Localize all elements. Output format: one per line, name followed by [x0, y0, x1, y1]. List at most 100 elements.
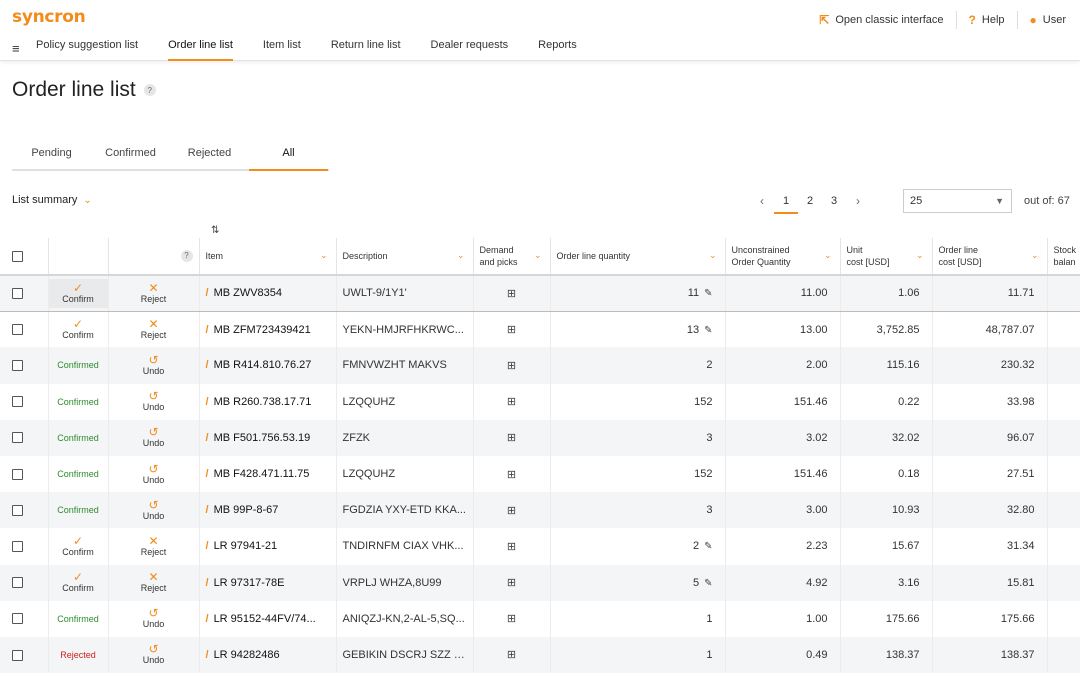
tab-all[interactable]: All	[249, 137, 328, 171]
col-stock-balance[interactable]: Stock balan	[1047, 238, 1080, 276]
nav-dealer-requests[interactable]: Dealer requests	[430, 39, 509, 51]
tab-pending[interactable]: Pending	[31, 147, 72, 159]
chevron-down-icon[interactable]: ⌄	[533, 250, 542, 260]
hamburger-menu-icon[interactable]: ≡	[12, 41, 20, 56]
undo-button[interactable]: ↺ Undo	[115, 426, 193, 449]
undo-button[interactable]: ↺ Undo	[115, 463, 193, 486]
confirm-button[interactable]: ✓ Confirm	[55, 318, 102, 341]
chevron-down-icon[interactable]: ⌄	[319, 250, 328, 260]
table-row[interactable]: Confirmed ↺ Undo / MB R414.810.76.27 FMNVWZHT…	[0, 347, 1080, 384]
table-grid-icon[interactable]: ⊞	[506, 613, 517, 626]
row-checkbox[interactable]	[12, 504, 23, 516]
item-cell[interactable]: / MB R414.810.76.27	[199, 347, 337, 384]
undo-button[interactable]: ↺ Undo	[115, 354, 193, 377]
table-row[interactable]: ✓ Confirm ✕ Reject / MB ZFM723439421 YEKN-HMJR…	[0, 311, 1080, 348]
item-cell[interactable]: / LR 95152-44FV/74...	[199, 600, 337, 637]
prev-page-icon[interactable]: ‹	[760, 194, 764, 208]
page-3[interactable]: 3	[830, 195, 838, 207]
row-checkbox[interactable]	[12, 468, 23, 480]
col-order-line-quantity[interactable]: Order line quantity ⌄	[550, 238, 726, 276]
table-grid-icon[interactable]: ⊞	[506, 504, 517, 517]
nav-policy-suggestion-list[interactable]: Policy suggestion list	[36, 39, 139, 51]
item-cell[interactable]: / MB R260.738.17.71	[199, 383, 337, 420]
table-row[interactable]: Confirmed ↺ Undo / MB F428.471.11.75 LZQQUHZ ⊞…	[0, 455, 1080, 493]
list-summary-toggle[interactable]: List summary ⌄	[12, 194, 92, 206]
table-row[interactable]: Confirmed ↺ Undo / MB 99P-8-67 FGDZIA YXY-ETD…	[0, 492, 1080, 529]
row-checkbox[interactable]	[12, 360, 23, 372]
tab-confirmed[interactable]: Confirmed	[105, 147, 156, 159]
tab-rejected[interactable]: Rejected	[187, 147, 232, 159]
item-cell[interactable]: / MB F428.471.11.75	[199, 455, 337, 493]
row-checkbox[interactable]	[12, 577, 23, 589]
nav-order-line-list[interactable]: Order line list	[168, 34, 233, 61]
col-unit-cost[interactable]: Unit cost [USD] ⌄	[840, 238, 933, 276]
reject-button[interactable]: ✕ Reject	[115, 571, 193, 594]
chevron-down-icon[interactable]: ⌄	[1030, 250, 1039, 260]
chevron-down-icon[interactable]: ⌄	[823, 250, 832, 260]
page-1[interactable]: 1	[774, 190, 798, 214]
table-row[interactable]: Confirmed ↺ Undo / MB R260.738.17.71 LZQQUHZ ⊞…	[0, 383, 1080, 420]
select-all-checkbox[interactable]	[12, 251, 23, 263]
reject-button[interactable]: ✕ Reject	[115, 318, 193, 341]
chevron-down-icon[interactable]: ⌄	[456, 250, 465, 260]
table-grid-icon[interactable]: ⊞	[506, 396, 517, 409]
syncron-logo[interactable]: syncron	[12, 7, 86, 27]
table-row[interactable]: ✓ Confirm ✕ Reject / MB ZWV8354 UWLT-9/1Y1' ⊞ 11…	[0, 275, 1080, 312]
row-checkbox[interactable]	[12, 649, 23, 661]
col-description[interactable]: Description ⌄	[336, 238, 474, 276]
page-2[interactable]: 2	[806, 195, 814, 207]
confirm-button[interactable]: ✓ Confirm	[55, 571, 102, 594]
item-cell[interactable]: / MB ZWV8354	[199, 275, 337, 312]
table-row[interactable]: ✓ Confirm ✕ Reject / LR 97317-78E VRPLJ WHZA,8…	[0, 564, 1080, 601]
row-checkbox[interactable]	[12, 541, 23, 552]
edit-pencil-icon[interactable]: ✎	[704, 577, 713, 589]
reject-button[interactable]: ✕ Reject	[115, 282, 193, 305]
col-item[interactable]: Item ⌄	[199, 238, 337, 276]
open-classic-link[interactable]: ⇱ Open classic interface	[807, 13, 955, 27]
user-menu[interactable]: ● User	[1018, 13, 1066, 27]
edit-pencil-icon[interactable]: ✎	[704, 288, 713, 300]
help-circle-icon[interactable]: ?	[180, 250, 193, 262]
table-grid-icon[interactable]: ⊞	[506, 540, 517, 553]
row-checkbox[interactable]	[12, 432, 23, 444]
item-cell[interactable]: / LR 97941-21	[199, 528, 337, 565]
rows-per-page-select[interactable]: 25 ▼	[903, 189, 1012, 213]
row-checkbox[interactable]	[12, 324, 23, 336]
item-cell[interactable]: / LR 94282486	[199, 636, 337, 674]
table-grid-icon[interactable]: ⊞	[506, 468, 517, 481]
undo-button[interactable]: ↺ Undo	[115, 499, 193, 522]
table-row[interactable]: ✓ Confirm ✕ Reject / LR 97941-21 TNDIRNFM CIAX…	[0, 528, 1080, 565]
row-checkbox[interactable]	[12, 287, 23, 299]
col-unconstrained-quantity[interactable]: Unconstrained Order Quantity ⌄	[725, 238, 841, 276]
table-grid-icon[interactable]: ⊞	[506, 359, 517, 372]
nav-reports[interactable]: Reports	[538, 39, 577, 51]
row-checkbox[interactable]	[12, 396, 23, 408]
table-row[interactable]: Confirmed ↺ Undo / MB F501.756.53.19 ZFZK ⊞ 3 3.…	[0, 419, 1080, 456]
row-checkbox[interactable]	[12, 613, 23, 625]
table-grid-icon[interactable]: ⊞	[506, 432, 517, 445]
edit-pencil-icon[interactable]: ✎	[704, 541, 713, 553]
table-row[interactable]: Rejected ↺ Undo / LR 94282486 GEBIKIN DSCRJ S…	[0, 636, 1080, 674]
table-grid-icon[interactable]: ⊞	[506, 649, 517, 662]
undo-button[interactable]: ↺ Undo	[115, 643, 193, 666]
help-link[interactable]: ? Help	[957, 13, 1017, 27]
chevron-down-icon[interactable]: ⌄	[915, 250, 924, 260]
table-row[interactable]: Confirmed ↺ Undo / LR 95152-44FV/74... ANIQZJ…	[0, 600, 1080, 637]
help-circle-icon[interactable]: ?	[143, 84, 156, 96]
confirm-button[interactable]: ✓ Confirm	[55, 535, 102, 558]
next-page-icon[interactable]: ›	[856, 194, 860, 208]
item-cell[interactable]: / MB F501.756.53.19	[199, 419, 337, 456]
sort-icon[interactable]: ⇅	[211, 225, 220, 236]
reject-button[interactable]: ✕ Reject	[115, 535, 193, 558]
undo-button[interactable]: ↺ Undo	[115, 390, 193, 413]
nav-return-line-list[interactable]: Return line list	[330, 39, 401, 51]
item-cell[interactable]: / MB ZFM723439421	[199, 311, 337, 348]
table-grid-icon[interactable]: ⊞	[506, 324, 517, 337]
col-demand[interactable]: Demand and picks ⌄	[473, 238, 551, 276]
table-grid-icon[interactable]: ⊞	[506, 287, 517, 300]
nav-item-list[interactable]: Item list	[262, 39, 301, 51]
table-grid-icon[interactable]: ⊞	[506, 577, 517, 590]
confirm-button[interactable]: ✓ Confirm	[48, 278, 107, 308]
undo-button[interactable]: ↺ Undo	[115, 607, 193, 630]
item-cell[interactable]: / MB 99P-8-67	[199, 492, 337, 529]
